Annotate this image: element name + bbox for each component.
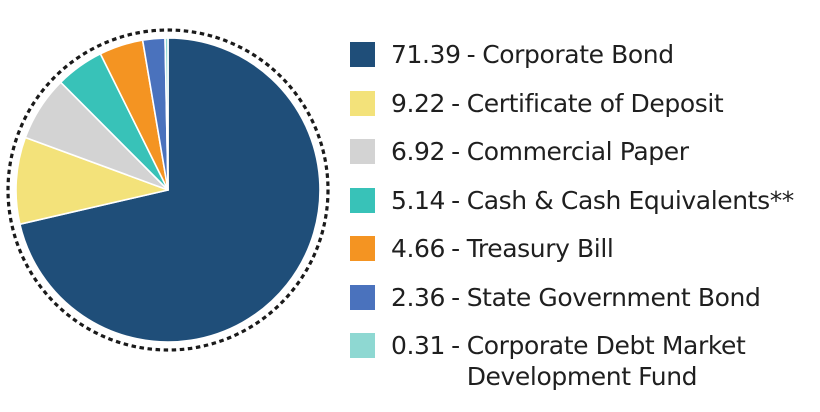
legend-item-4: 4.66- Treasury Bill: [350, 226, 820, 275]
legend-item-2: 6.92- Commercial Paper: [350, 129, 820, 178]
legend-swatch-4: [350, 236, 375, 261]
legend-separator-5: -: [451, 282, 460, 312]
legend-separator-6: -: [451, 331, 460, 360]
legend-swatch-3: [350, 187, 375, 213]
legend-text-1: 9.22- Certificate of Deposit: [391, 81, 812, 119]
legend-separator-3: -: [451, 185, 460, 215]
legend-text-4: 4.66- Treasury Bill: [391, 226, 812, 264]
legend-swatch-0: [350, 42, 375, 67]
chart-legend: 71.39- Corporate Bond 9.22- Certificate of …: [350, 32, 820, 391]
legend-label-5: State Government Bond: [466, 282, 761, 312]
legend-value-1: 9.22: [391, 88, 446, 118]
pie-slice-1: [15, 136, 169, 225]
legend-swatch-1: [350, 90, 375, 116]
legend-separator-1: -: [451, 88, 460, 118]
legend-text-5: 2.36- State Government Bond: [391, 275, 812, 313]
pie-slices: [15, 37, 321, 343]
legend-text-2: 6.92- Commercial Paper: [391, 129, 812, 167]
legend-label-2: Commercial Paper: [466, 137, 689, 166]
legend-swatch-6: [350, 333, 375, 358]
legend-text-6: 0.31- Corporate Debt Market Development F…: [391, 323, 812, 392]
legend-separator-0: -: [466, 40, 476, 69]
legend-value-0: 71.39: [391, 40, 461, 69]
pie-dotted-border: [6, 28, 330, 352]
legend-text-0: 71.39- Corporate Bond: [391, 32, 820, 70]
legend-value-5: 2.36: [391, 282, 446, 312]
pie-chart: [6, 28, 330, 352]
legend-value-6: 0.31: [391, 331, 446, 360]
legend-item-3: 5.14- Cash & Cash Equivalents**: [350, 178, 820, 227]
legend-value-2: 6.92: [391, 137, 446, 166]
legend-item-0: 71.39- Corporate Bond: [350, 32, 820, 81]
legend-item-1: 9.22- Certificate of Deposit: [350, 81, 820, 130]
legend-text-3: 5.14- Cash & Cash Equivalents**: [391, 178, 812, 216]
pie-slice-0: [19, 37, 321, 343]
legend-label-4: Treasury Bill: [466, 234, 614, 263]
legend-value-4: 4.66: [391, 234, 446, 263]
legend-value-3: 5.14: [391, 185, 446, 215]
legend-swatch-2: [350, 139, 375, 164]
legend-separator-2: -: [451, 137, 460, 166]
legend-label-6: Corporate Debt Market Development Fund: [466, 331, 746, 391]
legend-separator-4: -: [451, 234, 460, 263]
pie-slice-6: [164, 37, 169, 191]
legend-label-1: Certificate of Deposit: [466, 88, 724, 118]
legend-item-6: 0.31- Corporate Debt Market Development F…: [350, 323, 820, 391]
legend-swatch-5: [350, 284, 375, 310]
legend-label-0: Corporate Bond: [482, 40, 674, 69]
legend-label-3: Cash & Cash Equivalents**: [466, 185, 795, 215]
legend-item-5: 2.36- State Government Bond: [350, 275, 820, 324]
